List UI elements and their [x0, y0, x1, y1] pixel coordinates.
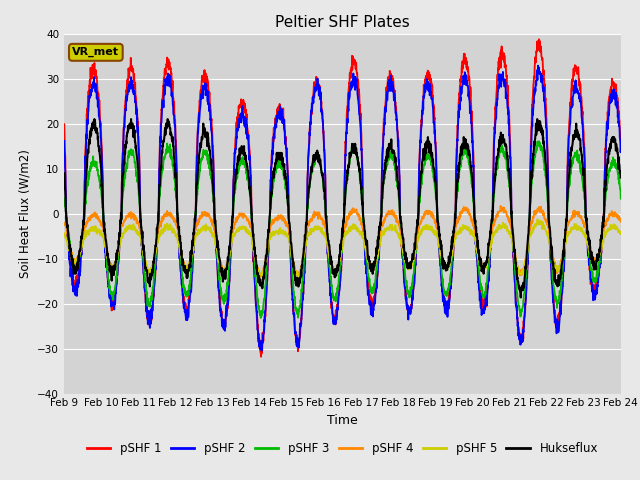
Y-axis label: Soil Heat Flux (W/m2): Soil Heat Flux (W/m2) [19, 149, 32, 278]
Legend: pSHF 1, pSHF 2, pSHF 3, pSHF 4, pSHF 5, Hukseflux: pSHF 1, pSHF 2, pSHF 3, pSHF 4, pSHF 5, … [82, 437, 603, 460]
X-axis label: Time: Time [327, 414, 358, 427]
Title: Peltier SHF Plates: Peltier SHF Plates [275, 15, 410, 30]
Text: VR_met: VR_met [72, 47, 119, 58]
